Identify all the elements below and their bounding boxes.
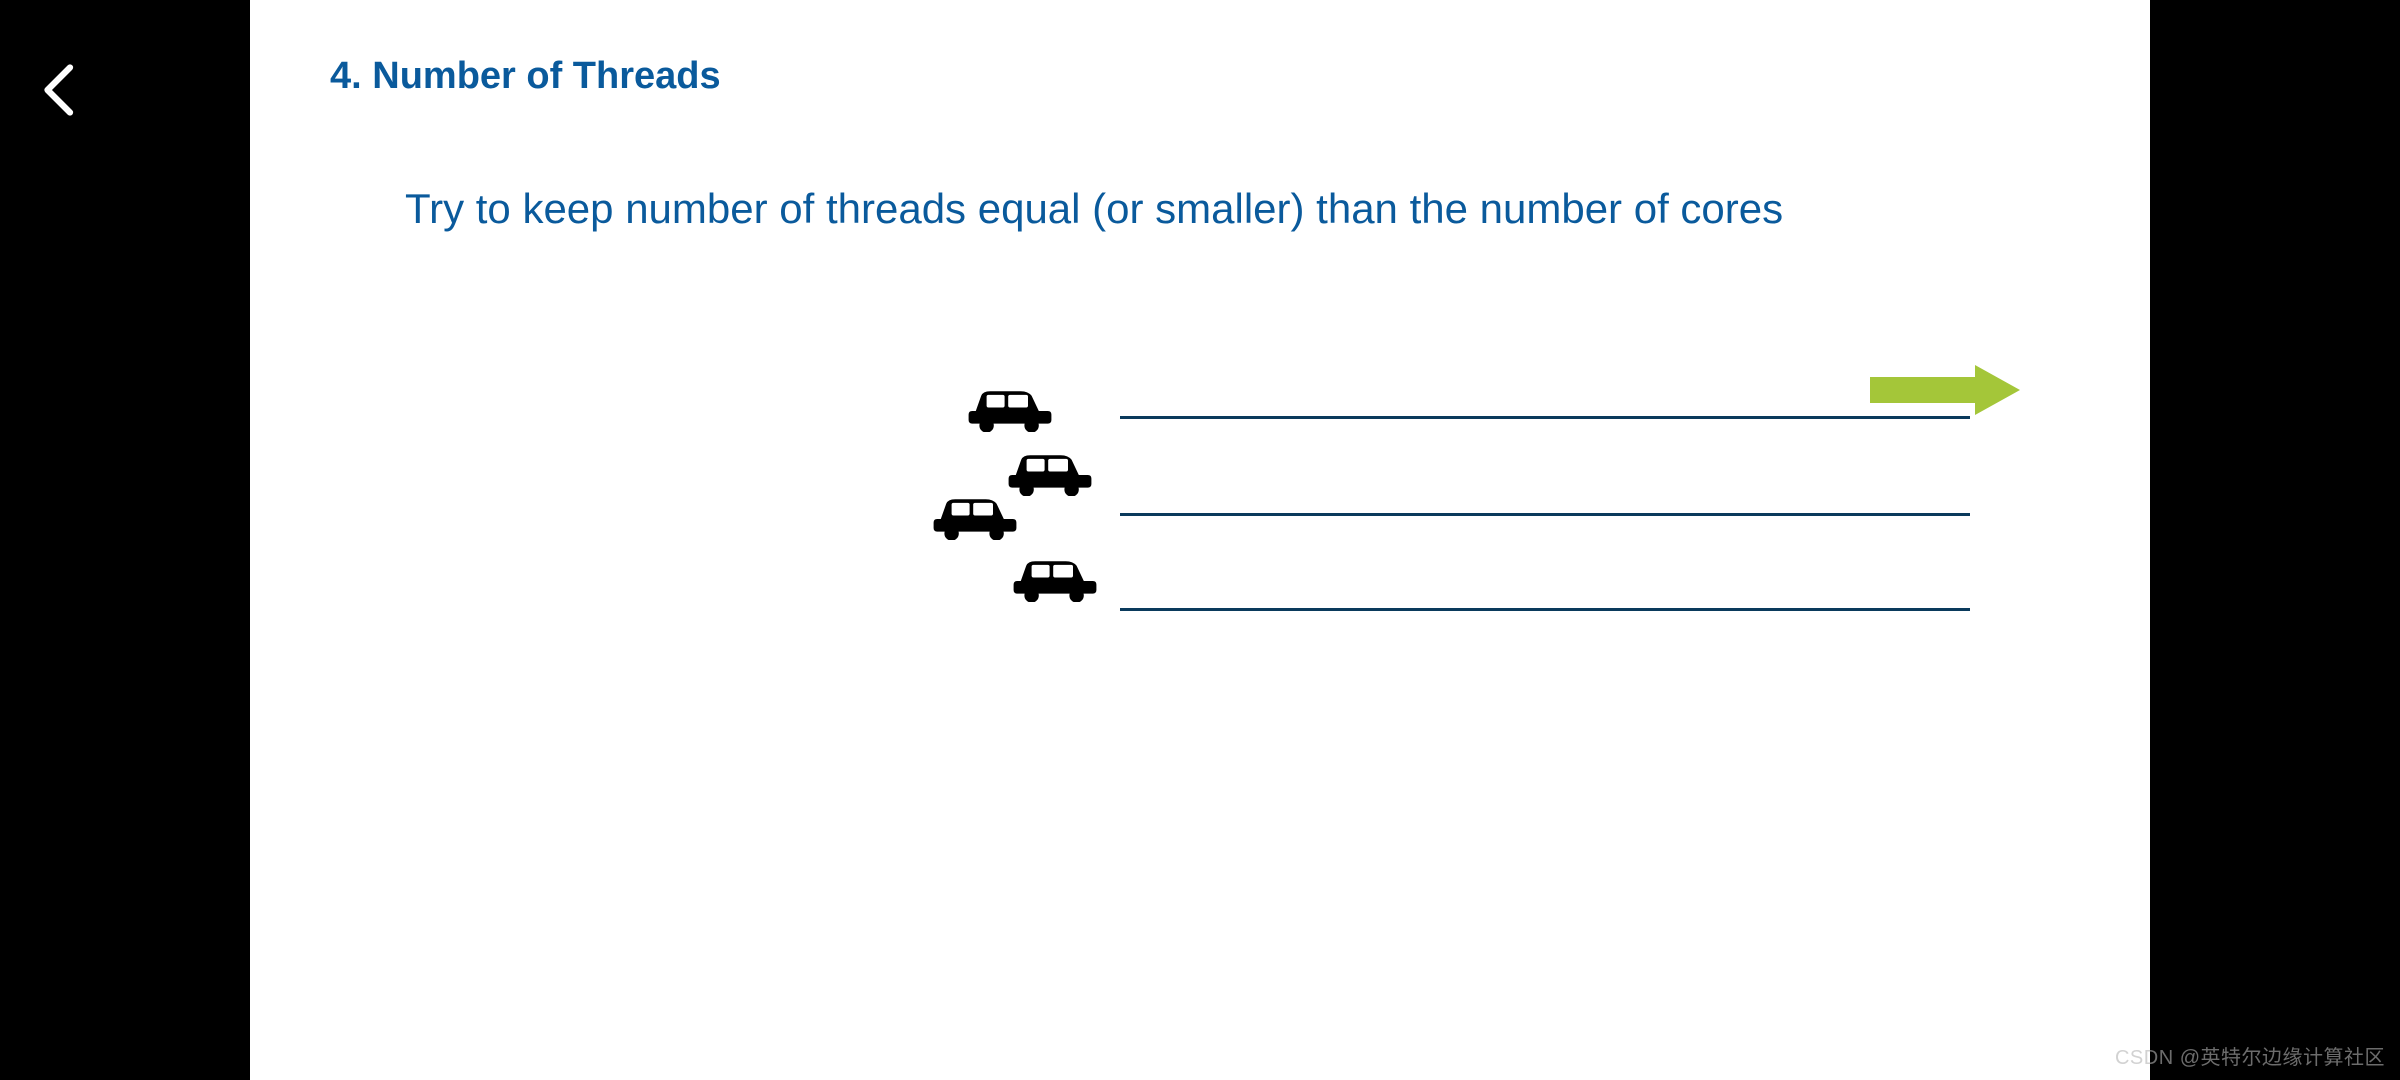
arrow-right-icon	[1870, 365, 2020, 415]
threads-lanes-diagram	[250, 0, 2150, 1080]
car-icon	[930, 490, 1020, 540]
lane-line	[1120, 416, 1970, 419]
lane-line	[1120, 513, 1970, 516]
back-button[interactable]	[30, 60, 90, 120]
car-icon	[1010, 552, 1100, 602]
watermark: CSDN @英特尔边缘计算社区	[2115, 1041, 2385, 1070]
car-icon	[1005, 446, 1095, 496]
slide-content: 4. Number of Threads Try to keep number …	[250, 0, 2150, 1080]
car-icon	[965, 382, 1055, 432]
chevron-left-icon	[30, 60, 90, 120]
lane-line	[1120, 608, 1970, 611]
